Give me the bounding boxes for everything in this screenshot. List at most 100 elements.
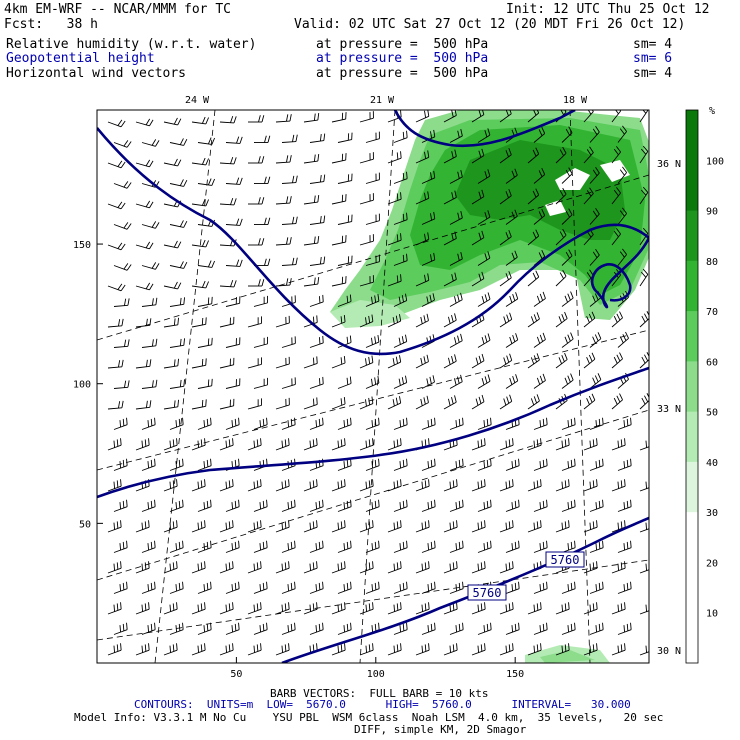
wind-barb [561,540,576,553]
wind-barb [421,540,436,553]
wind-barb [275,114,292,123]
wind-barb [331,355,346,369]
wind-barb [113,499,128,512]
wind-barb [275,602,290,615]
wind-barb [365,417,380,430]
wind-barb [415,602,430,615]
wind-barb [589,166,600,184]
wind-barb [359,520,374,533]
wind-barb [191,317,207,328]
colorbar-seg-7 [686,461,698,513]
colorbar-seg-5 [686,361,698,413]
wind-barb [589,125,600,143]
field-pressure-height: at pressure = 500 hPa [316,51,489,66]
wind-barb [141,297,158,307]
wind-barb [421,458,436,471]
wind-barb [309,540,324,553]
wind-barb [365,499,380,512]
wind-barb [561,249,573,266]
contour-labels: 5760 5760 [467,551,585,601]
wind-barb [331,153,347,164]
colorbar-seg-0 [686,110,698,161]
valid-time: Valid: 02 UTC Sat 27 Oct 12 (20 MDT Fri … [294,17,686,32]
wind-barb [197,378,213,389]
wind-barb [275,479,290,492]
wind-barb [561,417,576,430]
wind-barb [141,581,156,594]
wind-barb [337,458,352,471]
wind-barb [505,581,520,594]
wind-barb [197,296,213,307]
wind-barb [421,622,436,635]
wind-barb [254,135,271,143]
wind-barb [477,292,491,307]
wind-barb [533,622,548,635]
wind-barb [135,602,150,615]
forecast-hour: Fcst: 38 h [4,17,98,32]
wind-barb [303,113,320,123]
wind-barb [415,354,429,369]
wind-barb [197,458,212,471]
wind-barb [505,622,520,635]
wind-barb [583,520,598,533]
wind-barb [387,643,402,656]
wind-barb [275,315,290,328]
wind-barb [533,458,548,471]
wind-barb [527,353,540,369]
wind-barb [393,293,408,307]
wind-barb [107,479,122,492]
wind-barb [415,395,429,410]
wind-barb [219,279,237,288]
wind-barb [225,136,243,144]
colorbar-seg-9 [686,562,698,614]
wind-barb [505,292,519,307]
wind-barb [583,393,596,410]
colorbar-seg-1 [686,160,698,212]
wind-barb [247,643,262,656]
wind-barb [163,158,182,167]
wind-barb [499,602,514,615]
wind-barb [359,643,374,656]
wind-barb [471,602,486,615]
wind-barb [163,479,178,492]
wind-barb [135,241,154,250]
wind-barb [303,602,318,615]
wind-barb [639,145,649,164]
wind-barb [471,353,485,369]
wind-barb [113,339,130,348]
wind-barb [309,417,324,430]
wind-barb [583,561,598,574]
wind-barb [247,438,262,451]
wind-barb [527,520,542,533]
wind-barb [499,479,514,492]
wind-barb [533,417,548,430]
wind-barb [561,581,576,594]
wind-barb [331,602,346,615]
wind-barb [107,318,124,328]
wind-barb [275,561,290,574]
wind-barb [611,311,623,328]
wind-barb [393,212,408,225]
wind-barb [197,178,216,186]
wind-barb [589,417,604,430]
wind-barb [505,250,518,266]
wind-barb [331,314,346,328]
wind-barb [331,479,346,492]
wind-barb [583,311,596,328]
contour-legend: CONTOURS: UNITS=m LOW= 5670.0 HIGH= 5760… [134,698,631,711]
colorbar-label-100: 100 [706,156,724,167]
wind-barb [555,438,570,451]
wind-barb [309,215,326,225]
wind-barb [471,643,486,656]
wind-barb [449,252,463,266]
wind-barb [477,128,491,143]
wind-barb [191,561,206,574]
wind-barb [225,417,240,430]
wind-barb [471,271,485,287]
wind-barb [169,499,184,512]
wind-barb [247,561,262,574]
wind-barb [309,499,324,512]
wind-barb [281,499,296,512]
wind-barb [555,146,567,164]
